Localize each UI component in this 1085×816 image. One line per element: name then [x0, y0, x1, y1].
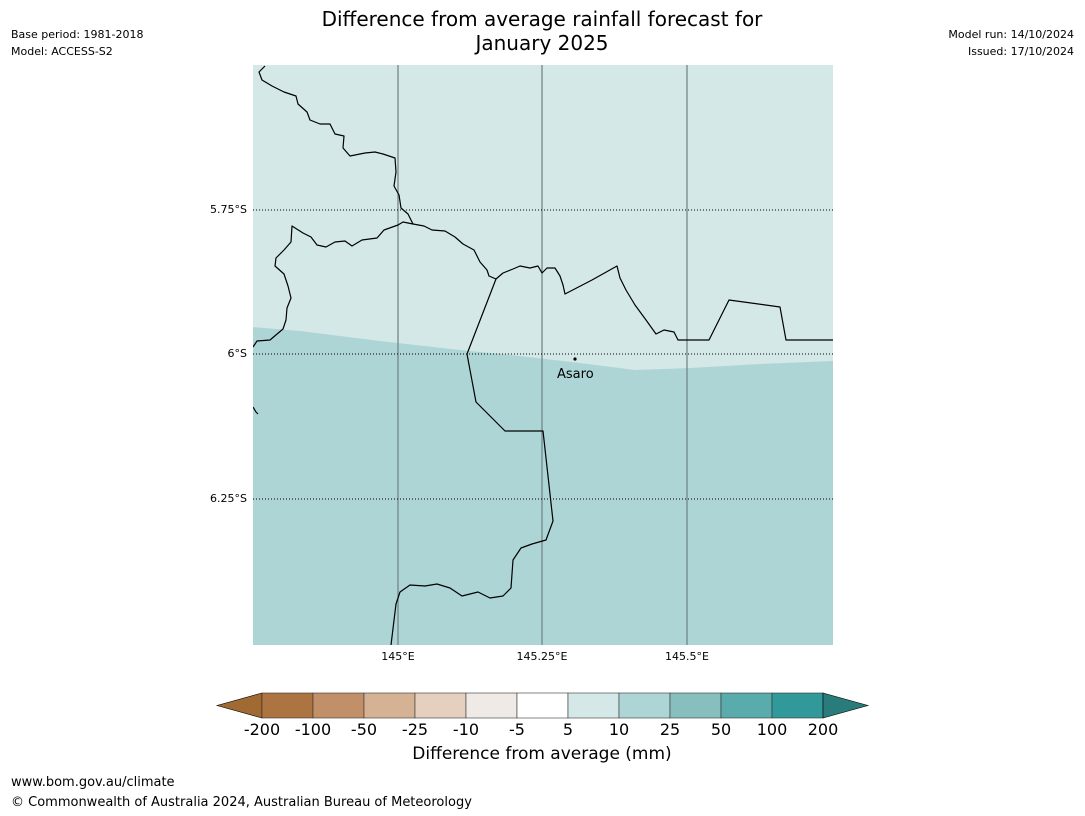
forecast-metadata-left: Base period: 1981-2018 Model: ACCESS-S2 — [11, 26, 143, 60]
colorbar-tick-label: -10 — [453, 720, 479, 739]
colorbar-tick-label: -5 — [509, 720, 525, 739]
lat-label-6-25s: 6.25°S — [210, 492, 247, 505]
footer-url: www.bom.gov.au/climate — [11, 775, 175, 790]
province-boundary-edge — [253, 406, 259, 415]
colorbar-cell — [414, 692, 467, 719]
lat-label-6s: 6°S — [228, 347, 247, 360]
asaro-point — [573, 357, 577, 361]
colorbar-cell — [516, 692, 569, 719]
colorbar-tick-label: -200 — [244, 720, 280, 739]
lon-label-145e: 145°E — [381, 650, 414, 663]
province-boundary-north — [412, 223, 833, 341]
colorbar: -200 -100 -50 -25 -10 -5 5 10 25 50 100 200 — [215, 692, 870, 739]
colorbar-tick-label: 50 — [711, 720, 731, 739]
colorbar-extend-high — [822, 692, 870, 719]
map-title-line1: Difference from average rainfall forecas… — [321, 7, 763, 31]
colorbar-cell — [567, 692, 620, 719]
lon-label-145-5e: 145.5°E — [665, 650, 709, 663]
rainfall-map: Asaro 5.75°S 6°S 6.25°S 145°E 145.25°E 1… — [210, 65, 833, 663]
colorbar-cell — [465, 692, 518, 719]
colorbar-tick-label: -50 — [351, 720, 377, 739]
model-run-text: Model run: 14/10/2024 — [948, 28, 1074, 41]
colorbar-tick-label: -100 — [295, 720, 331, 739]
forecast-metadata-right: Model run: 14/10/2024 Issued: 17/10/2024 — [948, 26, 1074, 60]
colorbar-tick-label: 10 — [609, 720, 629, 739]
lat-label-5-75s: 5.75°S — [210, 203, 247, 216]
base-period-text: Base period: 1981-2018 — [11, 28, 144, 41]
colorbar-cell — [312, 692, 365, 719]
colorbar-cell — [261, 692, 314, 719]
province-boundary-west — [253, 65, 414, 348]
map-title-line2: January 2025 — [475, 31, 609, 55]
colorbar-cell — [720, 692, 773, 719]
colorbar-tick-label: 200 — [808, 720, 839, 739]
colorbar-tick-label: 100 — [757, 720, 788, 739]
colorbar-cell — [669, 692, 722, 719]
model-text: Model: ACCESS-S2 — [11, 45, 113, 58]
footer-copyright: © Commonwealth of Australia 2024, Austra… — [11, 795, 472, 810]
province-boundary-south — [390, 278, 554, 645]
lon-label-145-25e: 145.25°E — [517, 650, 568, 663]
rainfall-band-10-25 — [253, 327, 833, 645]
colorbar-cell — [618, 692, 671, 719]
colorbar-tick-label: -25 — [402, 720, 428, 739]
colorbar-cell — [363, 692, 416, 719]
asaro-label: Asaro — [557, 367, 594, 382]
colorbar-tick-label: 25 — [660, 720, 680, 739]
colorbar-tick-label: 5 — [563, 720, 573, 739]
map-title: Difference from average rainfall forecas… — [242, 7, 842, 55]
colorbar-cell — [771, 692, 824, 719]
issued-text: Issued: 17/10/2024 — [967, 45, 1074, 58]
colorbar-extend-low — [215, 692, 263, 719]
colorbar-label: Difference from average (mm) — [412, 744, 672, 764]
